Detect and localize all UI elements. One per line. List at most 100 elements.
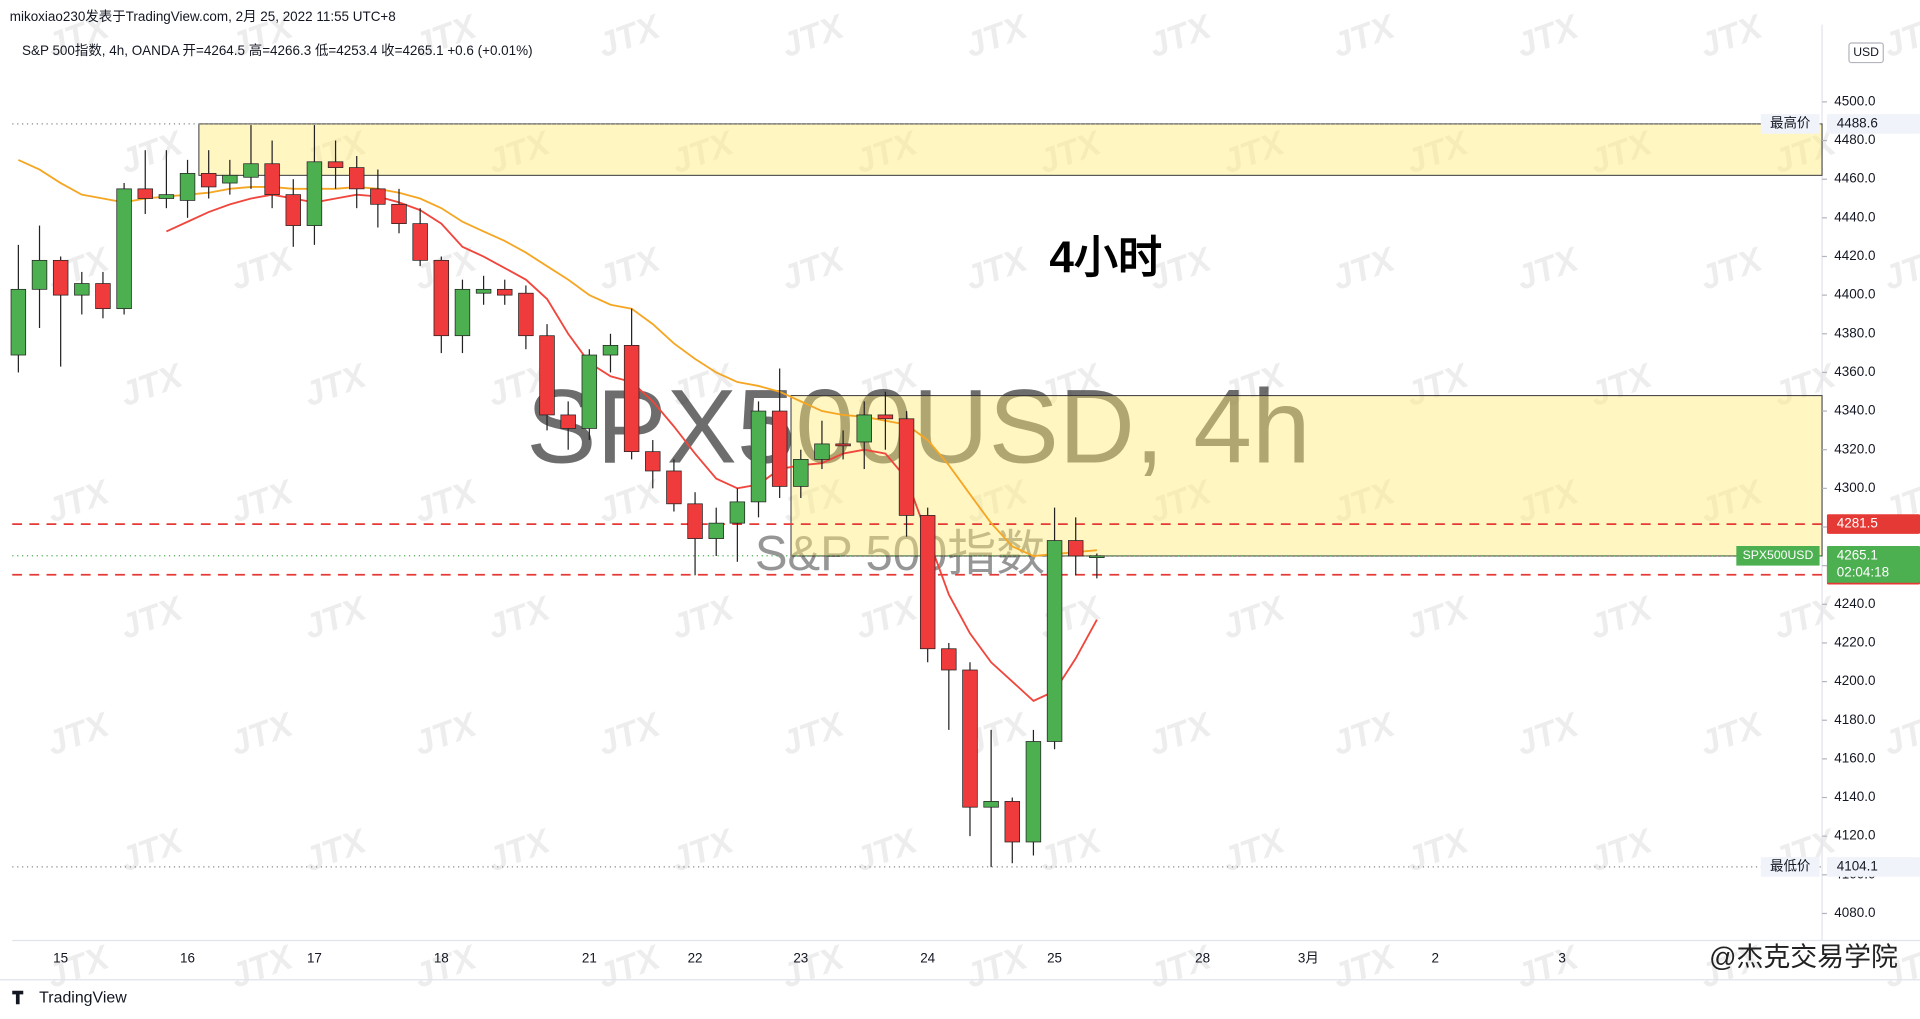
x-tick-label: 2 [1431,950,1438,965]
candle-body [349,167,365,190]
candle-body [475,288,492,294]
candle-body [1004,801,1020,843]
candle-body [666,470,682,505]
candle-body [200,173,217,188]
price-tag [1826,546,1920,583]
x-tick-label: 15 [53,950,68,965]
price-name: 最低价 [1770,858,1811,873]
y-tick-label: 4180.0 [1834,712,1875,727]
price-tag-label: 4281.5 [1837,516,1878,531]
y-tick-label: 4440.0 [1834,209,1875,224]
candle-body [497,288,513,296]
candle-body [10,288,27,356]
candle-body [962,669,978,808]
x-tick-label: 25 [1047,950,1062,965]
candle-body [179,173,196,201]
candle-body [750,410,767,503]
price-tag [1826,857,1920,877]
price-name: 最高价 [1770,114,1811,130]
candle-body [454,288,471,337]
candle-body [602,344,619,356]
price-tag-label: 4488.6 [1837,115,1878,130]
candle-body [52,259,69,296]
legend-title: S&P 500指数, 4h, OANDA 开=4264.5 高=4266.3 低… [22,42,533,58]
y-tick-label: 4220.0 [1834,635,1875,650]
candle-body [1025,741,1042,843]
candle-body [539,335,555,416]
candle-body [1046,540,1063,742]
countdown: 02:04:18 [1837,565,1889,580]
candle-body [1068,540,1084,557]
price-tag [1826,514,1920,534]
y-tick-label: 4380.0 [1834,325,1875,340]
candle-body [645,451,661,472]
candle-body [306,161,323,226]
y-tick-label: 4360.0 [1834,364,1875,379]
y-tick-label: 4500.0 [1834,93,1875,108]
candle-body [623,344,640,453]
candle-body [31,259,48,290]
ma-line [17,159,1097,557]
candle-body [116,188,132,310]
candle-body [412,223,428,261]
candle-body [729,501,746,524]
y-tick-label: 4340.0 [1834,403,1875,418]
price-name-tag [1760,857,1820,877]
brand-logo [12,990,24,1005]
candle-body [264,163,280,196]
candle-body [898,418,915,516]
candle-body [814,443,830,460]
candle-body [793,459,809,487]
header: mikoxiao230发表于TradingView.com, 2月 25, 20… [10,9,396,24]
candle-body [222,174,238,184]
y-tick-label: 4140.0 [1834,789,1875,804]
currency: USD [1853,45,1879,59]
price-tag-label: 4265.1 [1837,547,1878,562]
candle-body [1089,555,1105,559]
currency-box [1848,42,1884,64]
y-tick-label: 4320.0 [1834,441,1875,456]
candle-body [243,163,259,178]
price-tag-label: 4104.1 [1837,858,1878,873]
candle-body [771,410,788,487]
candle-body [581,354,598,429]
candle-body [95,283,111,310]
y-tick-label: 4480.0 [1834,132,1875,147]
symbol-subtitle: S&P 500指数 [755,527,1045,581]
candle-body [835,443,851,447]
zone [198,123,1823,176]
y-tick-label: 4200.0 [1834,673,1875,688]
x-tick-label: 22 [688,950,703,965]
price-tag [1826,114,1920,134]
zone [790,395,1823,557]
x-tick-label: 18 [434,950,449,965]
y-tick-label: 4460.0 [1834,171,1875,186]
y-tick-label: 4160.0 [1834,750,1875,765]
candle-body [687,503,703,539]
x-tick-label: 16 [180,950,195,965]
y-tick-label: 4400.0 [1834,287,1875,302]
candle-body [158,194,175,199]
candle-body [433,259,450,337]
candle-body [391,203,407,224]
candle-body [370,188,386,205]
candle-body [137,188,153,199]
candle-body [74,283,90,296]
x-tick-label: 3 [1558,950,1565,965]
candle-body [877,414,894,420]
x-tick-label: 23 [793,950,808,965]
candle-body [285,194,301,226]
x-tick-label: 17 [307,950,322,965]
y-tick-label: 4080.0 [1834,905,1875,920]
candle-body [941,648,957,671]
y-tick-label: 4120.0 [1834,828,1875,843]
annotation: 4小时 [1049,234,1162,283]
brand: TradingView [39,989,127,1006]
symbol-tag-label: SPX500USD [1743,548,1814,562]
candle-body [518,292,534,337]
candle-body [327,161,344,168]
credit: @杰克交易学院 [1709,942,1898,972]
y-tick-label: 4300.0 [1834,480,1875,495]
